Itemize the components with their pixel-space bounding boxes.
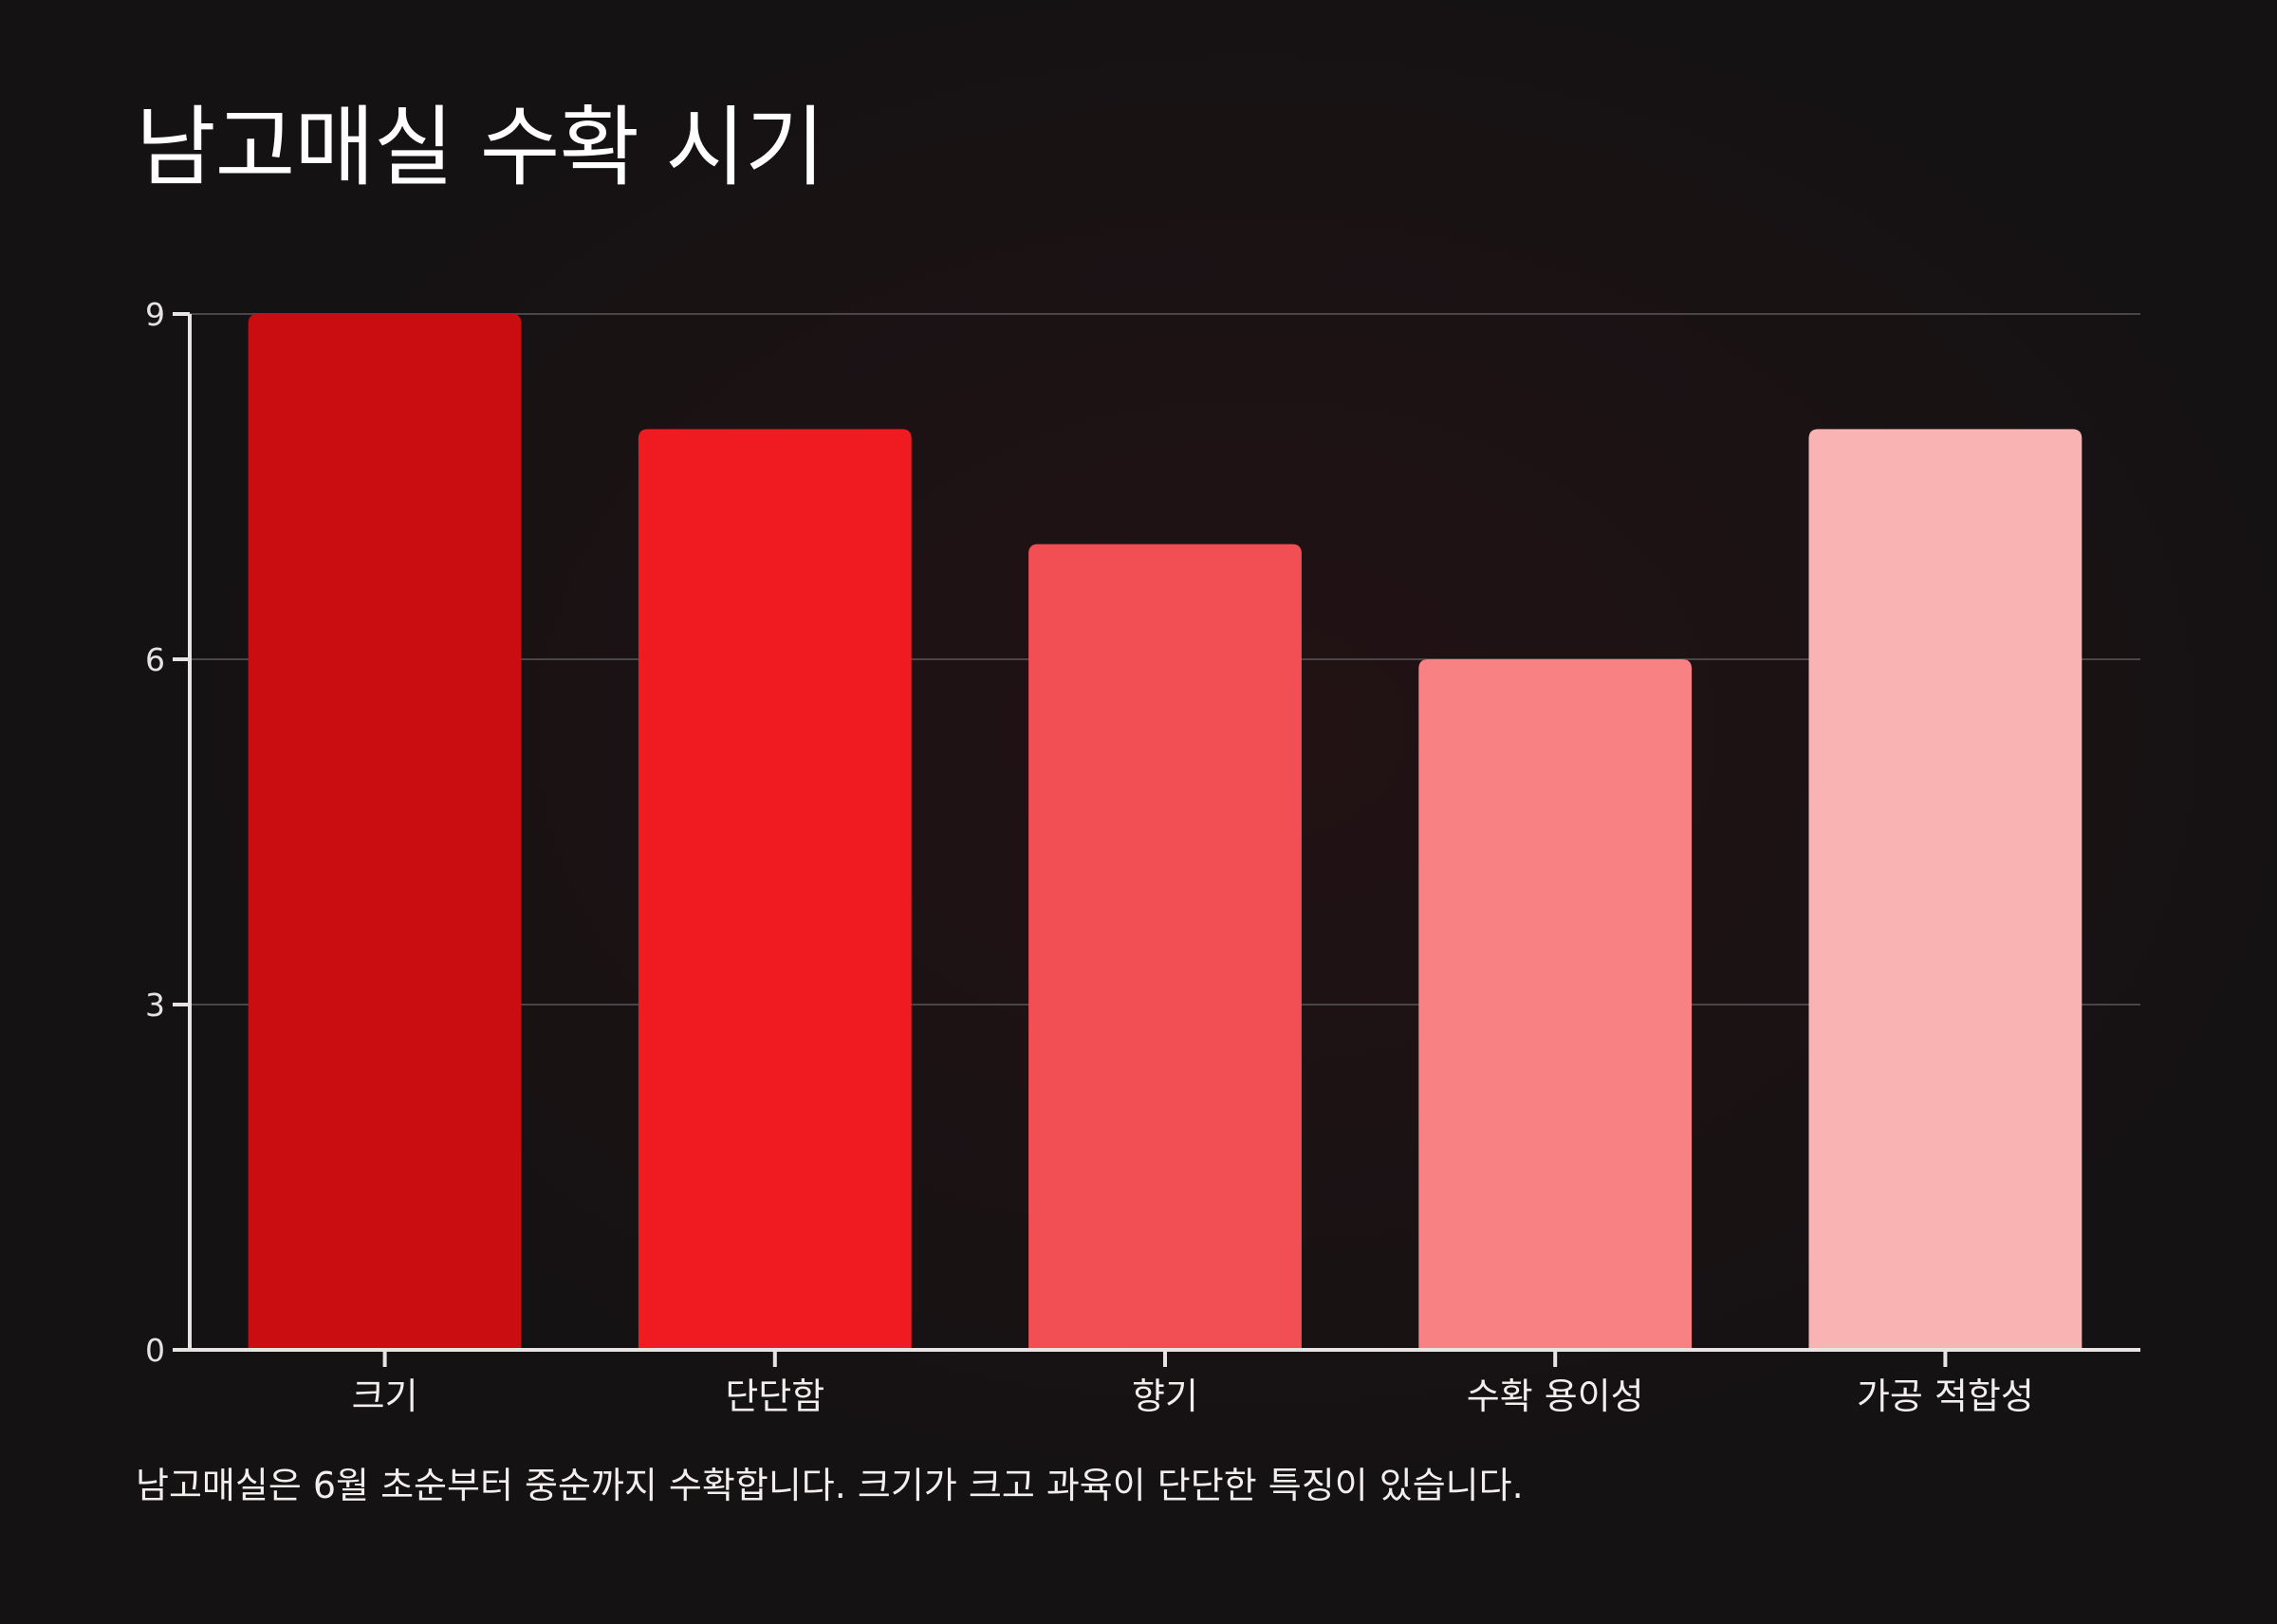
y-tick-label: 0 bbox=[145, 1332, 165, 1369]
axes bbox=[173, 312, 2140, 1367]
bar-2 bbox=[638, 429, 912, 1350]
x-tick-label: 가공 적합성 bbox=[1857, 1375, 2034, 1417]
tick-labels: 0 3 6 9 크기 단단함 향기 수확 용이성 가공 적합성 bbox=[145, 296, 2034, 1417]
x-tick-label: 수확 용이성 bbox=[1467, 1375, 1644, 1417]
bar-3 bbox=[1028, 544, 1302, 1350]
bar-5 bbox=[1808, 429, 2083, 1350]
y-tick-label: 6 bbox=[145, 641, 165, 678]
bar-1 bbox=[248, 314, 522, 1350]
x-tick-label: 단단함 bbox=[725, 1375, 824, 1417]
y-tick-label: 3 bbox=[145, 987, 165, 1024]
chart-caption: 남고매실은 6월 초순부터 중순까지 수확합니다. 크기가 크고 과육이 단단한… bbox=[136, 1465, 1524, 1506]
bar-4 bbox=[1418, 659, 1693, 1350]
x-tick-label: 향기 bbox=[1132, 1375, 1198, 1417]
bars bbox=[248, 314, 2083, 1350]
x-tick-label: 크기 bbox=[352, 1375, 418, 1417]
chart-title: 남고매실 수확 시기 bbox=[136, 97, 825, 198]
y-tick-label: 9 bbox=[145, 296, 165, 333]
